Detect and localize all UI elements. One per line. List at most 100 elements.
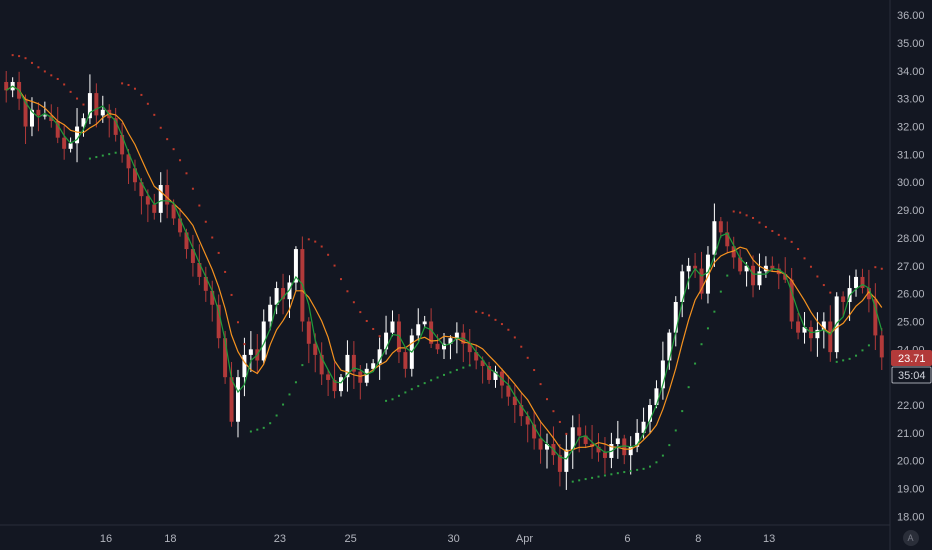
date-tick-label: 16: [100, 533, 112, 545]
sar-dot: [56, 77, 59, 80]
candle-body: [770, 265, 775, 269]
candle-body: [165, 185, 170, 205]
fast-moving-average-line: [5, 85, 883, 460]
candle-body: [705, 254, 710, 294]
sar-dot: [758, 221, 761, 224]
candle-body: [718, 221, 723, 233]
candle: [448, 335, 453, 360]
candle: [165, 169, 170, 219]
candle-body: [371, 363, 376, 369]
sar-dot: [835, 360, 838, 363]
sar-dot: [217, 251, 220, 254]
sar-dot: [861, 349, 864, 352]
candle-body: [332, 379, 337, 392]
candle-body: [583, 435, 588, 445]
candle: [338, 373, 343, 397]
candle-body: [435, 343, 440, 350]
candle: [203, 266, 208, 302]
candle: [216, 294, 221, 349]
price-tick-label: 27.00: [897, 261, 925, 273]
time-axis[interactable]: 16 18 23 25 30 Apr 6 8 13: [100, 533, 775, 545]
candle: [673, 296, 678, 347]
candle: [396, 314, 401, 364]
candle-body: [396, 321, 401, 353]
candle-body: [699, 268, 704, 294]
sar-dot: [385, 399, 388, 402]
price-tick-label: 31.00: [897, 149, 925, 161]
candle-body: [628, 446, 633, 456]
sar-dot: [43, 70, 46, 73]
sar-dot: [700, 343, 703, 346]
candle: [532, 410, 537, 450]
candle: [660, 341, 665, 400]
candle: [545, 433, 550, 469]
sar-dot: [597, 475, 600, 478]
sar-dot: [443, 373, 445, 376]
candle: [519, 393, 524, 427]
candle-body: [615, 438, 620, 445]
candle-body: [113, 118, 118, 135]
candle-body: [725, 232, 730, 247]
candle-body: [506, 385, 511, 397]
price-tick-label: 28.00: [897, 233, 925, 245]
sar-dot: [739, 211, 742, 214]
candle-body: [622, 438, 627, 456]
candle-body: [261, 321, 266, 361]
candle: [751, 255, 756, 298]
sar-dot: [436, 376, 439, 379]
sar-dot: [133, 87, 136, 90]
candle-body: [23, 98, 28, 127]
candle-body: [873, 299, 878, 336]
candle-body: [545, 444, 550, 450]
sar-dot: [745, 214, 748, 217]
candle-body: [313, 343, 318, 355]
candle: [570, 415, 575, 469]
candle-body: [577, 427, 582, 436]
candle-body: [306, 321, 311, 344]
candle-body: [152, 204, 157, 213]
candle-body: [686, 265, 691, 272]
sar-dot: [198, 204, 201, 207]
candle: [281, 273, 286, 315]
candle: [94, 83, 99, 128]
candle: [686, 257, 691, 290]
candle-body: [364, 368, 369, 383]
candle: [268, 296, 273, 331]
candle-body: [757, 271, 762, 286]
candle-body: [751, 265, 756, 286]
candle: [873, 283, 878, 351]
sar-dot: [243, 343, 246, 346]
candle-body: [351, 354, 356, 372]
auto-scale-button[interactable]: A: [903, 530, 919, 546]
candle: [467, 328, 472, 366]
candle-body: [345, 354, 350, 378]
candle: [693, 252, 698, 278]
sar-dot: [307, 238, 310, 241]
sar-dot: [127, 83, 130, 86]
candle-body: [197, 263, 202, 277]
candle-body: [126, 154, 131, 169]
sar-dot: [726, 274, 729, 277]
candle: [326, 369, 331, 397]
sar-dot: [706, 327, 709, 330]
sar-dot: [50, 74, 53, 77]
candle-body: [602, 452, 607, 458]
candle: [197, 244, 202, 286]
candle-body: [338, 377, 343, 392]
candle: [132, 159, 137, 191]
candle: [113, 107, 118, 142]
candle-body: [512, 396, 517, 406]
price-tick-label: 36.00: [897, 10, 925, 22]
candle: [854, 269, 859, 297]
sar-dot: [275, 414, 278, 417]
candle: [345, 340, 350, 392]
candle: [152, 193, 157, 220]
sar-dot: [191, 187, 194, 190]
sar-dot: [848, 357, 851, 360]
sar-dot: [842, 359, 845, 362]
candle-body: [667, 332, 672, 361]
sar-dot: [391, 398, 394, 401]
sar-dot: [874, 266, 877, 269]
sar-dot: [636, 468, 639, 471]
